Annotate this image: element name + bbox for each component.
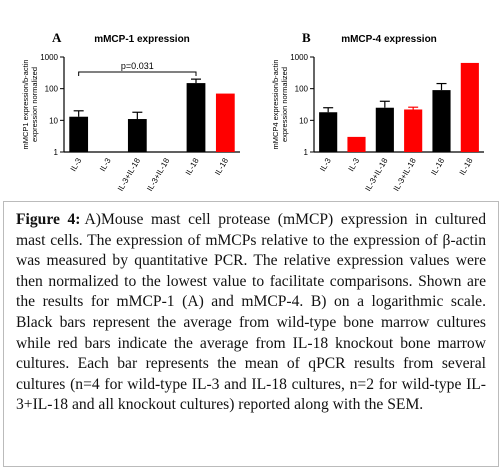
- y-tick-label: 100: [295, 85, 309, 94]
- x-tick-label: IL-3+IL-18: [363, 156, 389, 193]
- annotation: p=0.031: [121, 61, 154, 71]
- x-tick-label: IL-18: [184, 156, 201, 177]
- y-axis-label: expression normalized: [280, 67, 289, 142]
- chart-title: mMCP-1 expression: [94, 34, 190, 45]
- y-axis-label: mMCP4 expression/b-actin: [271, 59, 280, 149]
- bar: [186, 83, 206, 152]
- bar: [404, 109, 423, 152]
- y-tick-label: 10: [299, 116, 308, 125]
- caption-text: A)Mouse mast cell protease (mMCP) expres…: [16, 211, 486, 414]
- panel-label: A: [52, 30, 62, 45]
- y-tick-label: 1000: [290, 53, 308, 62]
- x-tick-label: IL-18: [429, 156, 446, 177]
- y-axis-label: mMCP1 expression/b-actin: [21, 59, 30, 149]
- y-tick-label: 1000: [40, 53, 58, 62]
- bar: [460, 62, 479, 153]
- bar: [215, 93, 235, 152]
- caption-label: Figure 4:: [16, 211, 81, 228]
- x-tick-label: IL-3: [347, 156, 362, 173]
- bar: [375, 107, 394, 152]
- y-tick-label: 1: [54, 148, 59, 157]
- y-tick-label: 100: [45, 85, 59, 94]
- panel-label: B: [302, 30, 311, 45]
- x-tick-label: IL-3+IL-18: [116, 156, 142, 193]
- chart-title: mMCP-4 expression: [341, 34, 437, 45]
- y-axis-label: expression normalized: [30, 67, 39, 142]
- x-tick-label: IL-3+IL-18: [392, 156, 418, 193]
- x-tick-label: IL-3: [69, 156, 84, 173]
- x-tick-label: IL-3: [318, 156, 333, 173]
- bar: [127, 119, 147, 152]
- x-tick-label: IL-18: [213, 156, 230, 177]
- x-tick-label: IL-3+IL-18: [145, 156, 171, 193]
- bar: [319, 112, 338, 152]
- y-tick-label: 1: [304, 148, 309, 157]
- bar: [69, 116, 89, 152]
- y-tick-label: 10: [49, 116, 58, 125]
- bar: [432, 90, 451, 152]
- x-tick-label: IL-3: [98, 156, 113, 173]
- caption: Figure 4: A)Mouse mast cell protease (mMC…: [3, 201, 499, 467]
- significance-bracket: [78, 71, 197, 76]
- x-tick-label: IL-18: [458, 156, 475, 177]
- bar: [347, 136, 366, 152]
